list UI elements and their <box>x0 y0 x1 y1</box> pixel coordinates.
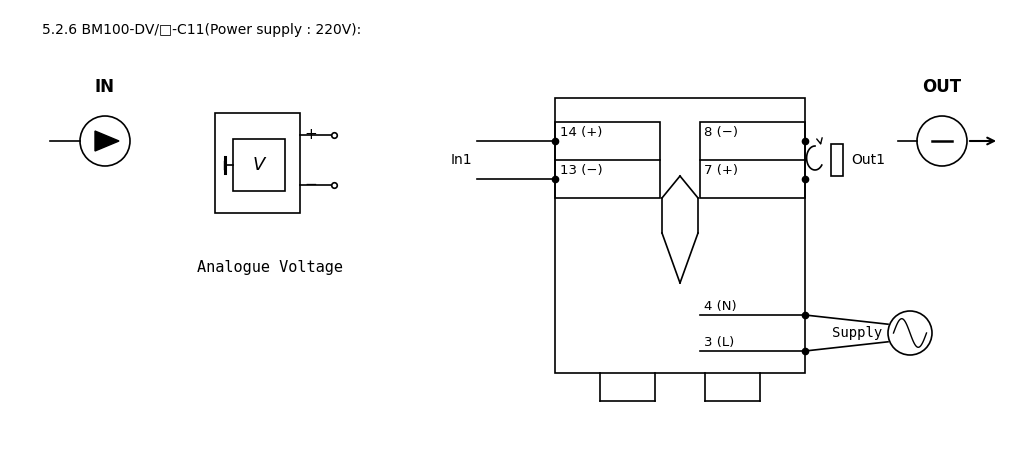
Bar <box>555 98 805 373</box>
Text: 14 (+): 14 (+) <box>560 126 602 139</box>
Text: 3 (L): 3 (L) <box>705 336 734 349</box>
Text: +: + <box>304 127 317 142</box>
Text: 5.2.6 BM100-DV/□-C11(Power supply : 220V):: 5.2.6 BM100-DV/□-C11(Power supply : 220V… <box>42 23 362 37</box>
Bar <box>233 139 285 191</box>
Text: IN: IN <box>95 78 115 96</box>
Bar <box>555 122 660 198</box>
Bar <box>700 122 805 198</box>
Text: Analogue Voltage: Analogue Voltage <box>197 260 343 275</box>
Polygon shape <box>95 131 119 151</box>
Bar <box>215 113 300 213</box>
Text: V: V <box>253 156 265 174</box>
Text: 13 (−): 13 (−) <box>560 164 602 177</box>
Bar <box>831 144 843 176</box>
Text: Out1: Out1 <box>851 153 885 167</box>
Text: −: − <box>304 177 317 192</box>
Text: OUT: OUT <box>922 78 962 96</box>
Text: In1: In1 <box>450 153 472 167</box>
Text: 4 (N): 4 (N) <box>705 300 737 313</box>
Text: 7 (+): 7 (+) <box>705 164 738 177</box>
Text: Supply: Supply <box>832 326 882 340</box>
Text: 8 (−): 8 (−) <box>705 126 738 139</box>
